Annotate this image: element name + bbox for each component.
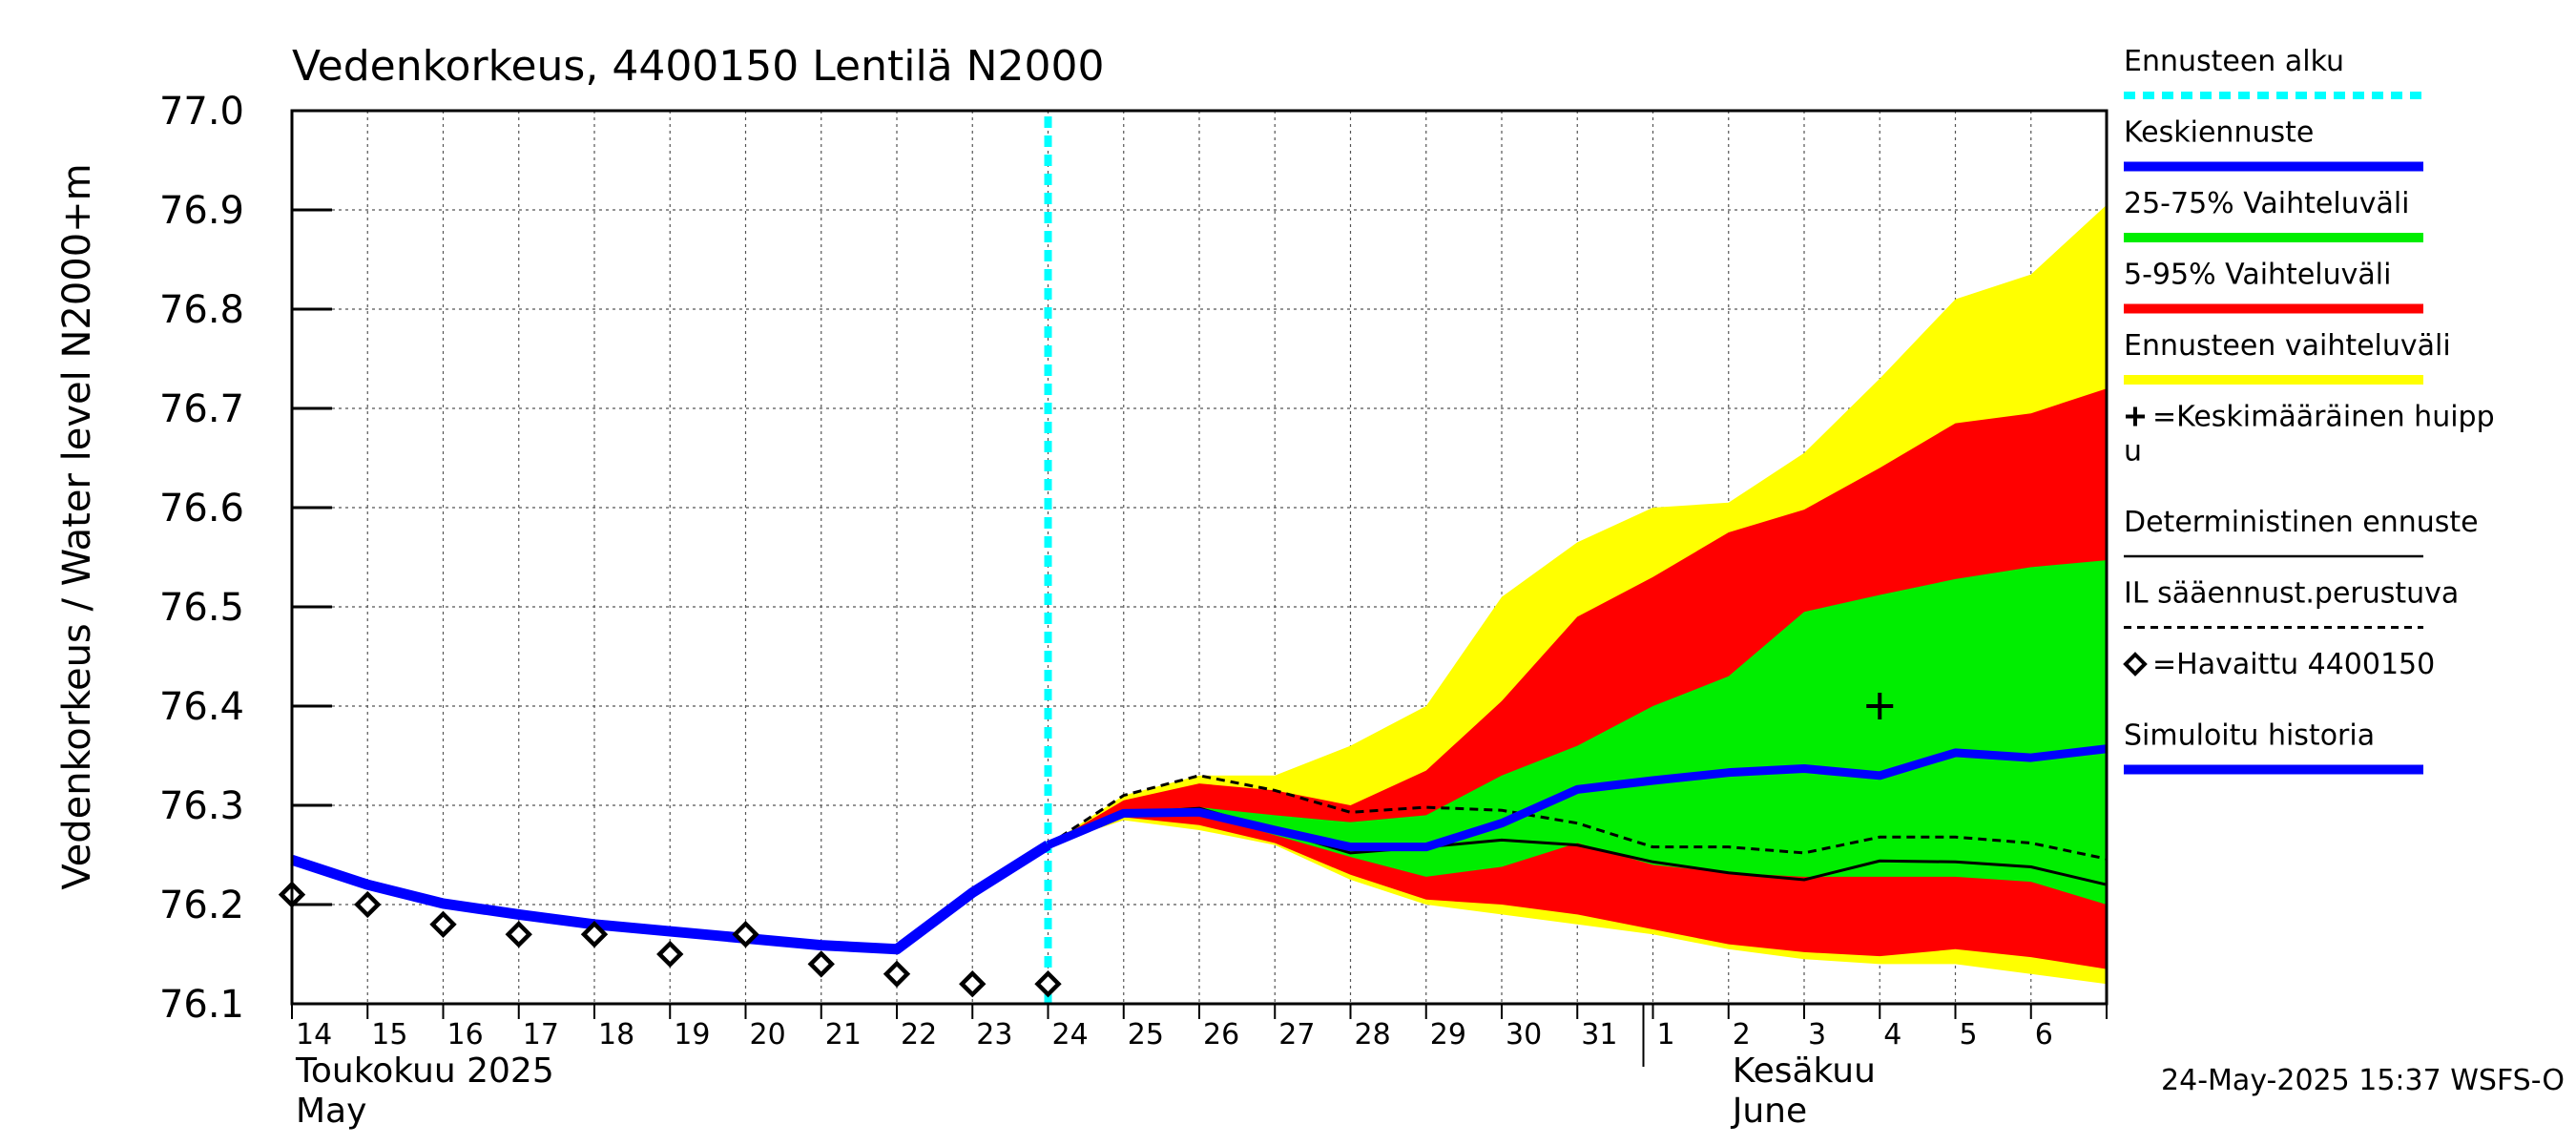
legend: Ennusteen alku Keskiennuste 25-75% Vaihtel… xyxy=(2123,45,2495,775)
x-tick-label: 24 xyxy=(1052,1018,1089,1051)
legend-label: Keskiennuste xyxy=(2124,116,2314,150)
observed-point xyxy=(1034,970,1062,998)
observed-point xyxy=(732,921,759,948)
x-tick-label: 28 xyxy=(1355,1018,1391,1051)
y-axis-title: Vedenkorkeus / Water level N2000+m xyxy=(55,163,99,889)
band-25-75-vaihteluv-li xyxy=(1048,560,2107,905)
diamond-icon xyxy=(2123,652,2148,677)
legend-label: 5-95% Vaihteluväli xyxy=(2124,259,2391,292)
x-tick-label: 4 xyxy=(1883,1018,1901,1051)
x-tick-label: 15 xyxy=(371,1018,407,1051)
month-label: Toukokuu 2025 xyxy=(295,1051,554,1091)
legend-item: IL sääennust.perustuva xyxy=(2124,577,2459,629)
observed-point xyxy=(883,960,911,988)
x-tick-label: 26 xyxy=(1203,1018,1239,1051)
legend-label: IL sääennust.perustuva xyxy=(2124,577,2459,611)
y-tick-label: 76.9 xyxy=(159,189,244,233)
y-axis-ticks: 76.1 76.2 76.3 76.4 76.5 76.6 76.7 76.8 76.9 77.0 xyxy=(159,90,332,1027)
y-tick-label: 76.7 xyxy=(159,387,244,431)
month-label-en: May xyxy=(296,1092,366,1131)
x-tick-label: 25 xyxy=(1128,1018,1164,1051)
legend-label: Deterministinen ennuste xyxy=(2124,506,2479,539)
x-tick-label: 30 xyxy=(1506,1018,1542,1051)
observed-point xyxy=(429,910,457,938)
x-tick-label: 22 xyxy=(901,1018,937,1051)
observed-point xyxy=(959,970,987,998)
legend-label: =Keskimääräinen huipp xyxy=(2152,401,2495,434)
legend-label: =Havaittu 4400150 xyxy=(2152,648,2435,681)
x-tick-label: 23 xyxy=(976,1018,1012,1051)
x-tick-label: 3 xyxy=(1808,1018,1826,1051)
legend-item: =Havaittu 4400150 xyxy=(2123,648,2435,681)
x-tick-label: 20 xyxy=(750,1018,786,1051)
legend-item: Ennusteen alku xyxy=(2124,45,2423,99)
chart-title: Vedenkorkeus, 4400150 Lentilä N2000 xyxy=(292,42,1105,91)
x-tick-label: 27 xyxy=(1278,1018,1315,1051)
y-tick-label: 76.8 xyxy=(159,288,244,332)
legend-item: =Keskimääräinen huipp u xyxy=(2124,401,2495,468)
legend-item: 5-95% Vaihteluväli xyxy=(2124,259,2423,314)
plot-area xyxy=(278,109,2109,1006)
y-tick-label: 77.0 xyxy=(159,90,244,134)
observed-point xyxy=(807,950,835,978)
x-tick-label: 16 xyxy=(447,1018,484,1051)
x-tick-label: 21 xyxy=(825,1018,862,1051)
x-tick-label: 29 xyxy=(1430,1018,1466,1051)
x-tick-label: 17 xyxy=(523,1018,559,1051)
series-simuloitu-historia xyxy=(290,840,1051,955)
observed-point xyxy=(505,921,532,948)
x-tick-label: 18 xyxy=(598,1018,634,1051)
legend-item: Deterministinen ennuste xyxy=(2124,506,2479,558)
legend-item: Simuloitu historia xyxy=(2124,719,2423,775)
x-tick-label: 14 xyxy=(296,1018,332,1051)
x-tick-label: 19 xyxy=(674,1018,710,1051)
month-label: Kesäkuu xyxy=(1733,1051,1876,1091)
x-tick-label: 1 xyxy=(1657,1018,1675,1051)
observed-point xyxy=(580,921,609,948)
observed-point xyxy=(354,890,382,919)
observed-point xyxy=(656,940,684,968)
legend-item: Ennusteen vaihteluväli xyxy=(2124,329,2451,385)
peak-marker xyxy=(1866,693,1894,719)
legend-label: Ennusteen vaihteluväli xyxy=(2124,329,2451,363)
legend-item: 25-75% Vaihteluväli xyxy=(2124,187,2423,242)
x-tick-label: 31 xyxy=(1581,1018,1617,1051)
x-tick-label: 6 xyxy=(2035,1018,2053,1051)
x-tick-label: 2 xyxy=(1733,1018,1751,1051)
month-label-en: June xyxy=(1731,1092,1807,1131)
legend-item: Keskiennuste xyxy=(2124,116,2423,172)
x-tick-label: 5 xyxy=(1960,1018,1978,1051)
legend-label: 25-75% Vaihteluväli xyxy=(2124,187,2410,220)
y-axis-label: Vedenkorkeus / Water level N2000+m xyxy=(55,163,99,889)
series-keskiennuste xyxy=(1046,744,2108,852)
y-tick-label: 76.3 xyxy=(159,784,244,828)
legend-label: Simuloitu historia xyxy=(2124,719,2375,753)
x-axis-ticks: 14 15 16 17 18 19 20 21 22 23 24 25 26 27 28 29 30 31 1 2 3 4… xyxy=(291,1004,2108,1051)
y-tick-label: 76.2 xyxy=(159,884,244,927)
series-il-saaennust xyxy=(1047,774,2108,861)
legend-label: Ennusteen alku xyxy=(2124,45,2344,78)
y-tick-label: 76.5 xyxy=(159,586,244,630)
y-tick-label: 76.4 xyxy=(159,685,244,729)
legend-label-wrap: u xyxy=(2124,435,2142,468)
y-tick-label: 76.6 xyxy=(159,487,244,531)
y-tick-label: 76.1 xyxy=(159,983,244,1027)
timestamp: 24-May-2025 15:37 WSFS-O xyxy=(2161,1064,2565,1097)
